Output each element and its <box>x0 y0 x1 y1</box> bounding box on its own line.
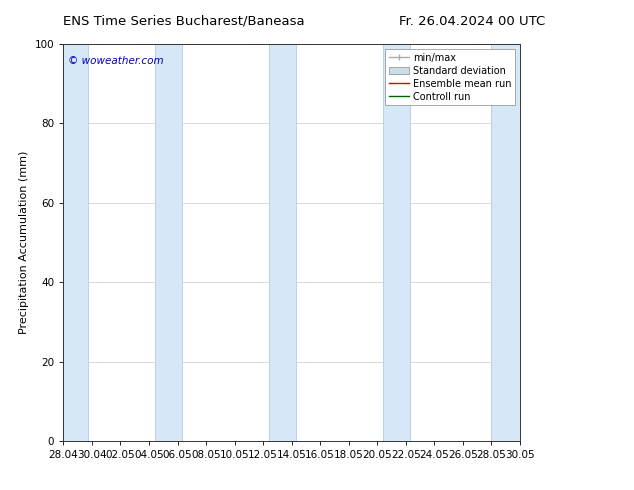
Bar <box>63 44 87 441</box>
Bar <box>491 44 520 441</box>
Text: © woweather.com: © woweather.com <box>68 56 164 66</box>
Text: Fr. 26.04.2024 00 UTC: Fr. 26.04.2024 00 UTC <box>399 15 546 28</box>
Text: ENS Time Series Bucharest/Baneasa: ENS Time Series Bucharest/Baneasa <box>63 15 305 28</box>
Y-axis label: Precipitation Accumulation (mm): Precipitation Accumulation (mm) <box>19 151 29 334</box>
Legend: min/max, Standard deviation, Ensemble mean run, Controll run: min/max, Standard deviation, Ensemble me… <box>385 49 515 105</box>
Bar <box>155 44 182 441</box>
Bar <box>269 44 296 441</box>
Bar <box>383 44 410 441</box>
